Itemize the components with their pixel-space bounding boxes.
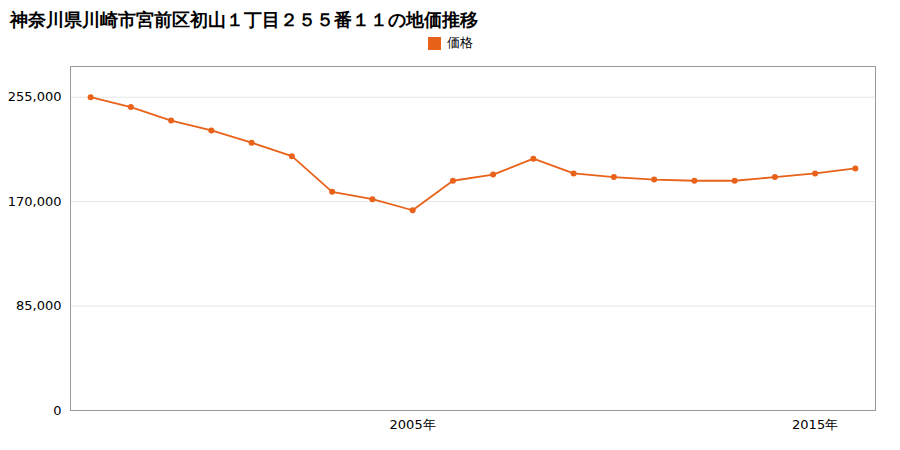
- svg-text:0: 0: [53, 403, 61, 418]
- html-text:価格: 価格: [446, 35, 473, 50]
- svg-text:2015年: 2015年: [792, 417, 838, 432]
- svg-text:2005年: 2005年: [390, 417, 436, 432]
- html-text:神奈川県川崎市宮前区初山１丁目２５５番１１の地価推移: 神奈川県川崎市宮前区初山１丁目２５５番１１の地価推移: [10, 9, 478, 30]
- svg-text:255,000: 255,000: [8, 89, 62, 104]
- svg-text:85,000: 85,000: [16, 298, 62, 313]
- svg-text:170,000: 170,000: [8, 194, 62, 209]
